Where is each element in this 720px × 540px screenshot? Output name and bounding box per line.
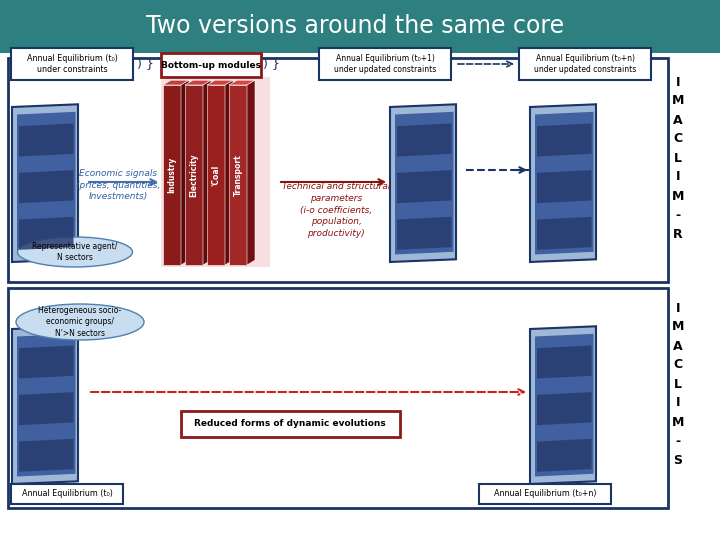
Ellipse shape [16,304,144,340]
FancyBboxPatch shape [11,484,123,504]
Polygon shape [19,170,73,203]
Polygon shape [185,80,211,85]
FancyBboxPatch shape [519,48,651,80]
Text: Annual Equilibrium (t₀+n)
under updated constraints: Annual Equilibrium (t₀+n) under updated … [534,54,636,74]
FancyBboxPatch shape [161,53,261,77]
Text: L: L [674,377,682,390]
Polygon shape [163,80,189,85]
Text: A: A [673,113,683,126]
Text: -: - [675,435,680,448]
Polygon shape [163,85,181,265]
Text: ) }: ) } [137,57,154,71]
Polygon shape [19,217,73,250]
Polygon shape [530,104,596,262]
Text: Heterogeneous socio-
economic groups/
N'>N sectors: Heterogeneous socio- economic groups/ N'… [38,306,122,338]
Polygon shape [207,85,225,265]
Polygon shape [181,80,189,265]
Polygon shape [207,80,233,85]
Text: I: I [676,301,680,314]
Polygon shape [537,217,592,250]
Polygon shape [537,124,592,157]
Polygon shape [535,334,593,476]
Text: Economic signals
(prices, quantities,
Investments): Economic signals (prices, quantities, In… [76,168,160,201]
Text: M: M [672,415,684,429]
Ellipse shape [17,237,132,267]
FancyBboxPatch shape [8,288,668,508]
Text: Annual Equilibrium (t₀): Annual Equilibrium (t₀) [22,489,112,498]
Polygon shape [203,80,211,265]
FancyBboxPatch shape [181,411,400,437]
Text: Reduced forms of dynamic evolutions: Reduced forms of dynamic evolutions [194,420,386,429]
Text: Industry: Industry [168,157,176,193]
Polygon shape [185,85,203,265]
Text: Two versions around the same core: Two versions around the same core [146,14,564,38]
Polygon shape [12,326,78,484]
Polygon shape [247,80,255,265]
Polygon shape [537,170,592,203]
Polygon shape [390,104,456,262]
Text: ) }: ) } [263,57,280,71]
Text: Transport: Transport [233,154,243,196]
Text: Annual Equilibrium (t₀+1)
under updated constraints: Annual Equilibrium (t₀+1) under updated … [334,54,436,74]
Text: S: S [673,454,683,467]
FancyBboxPatch shape [8,58,668,282]
Text: Electricity: Electricity [189,153,199,197]
Polygon shape [17,334,76,476]
Text: I: I [676,396,680,409]
FancyBboxPatch shape [161,77,270,267]
Polygon shape [537,392,592,425]
Text: 'Coal: 'Coal [212,164,220,186]
Text: M: M [672,94,684,107]
Text: L: L [674,152,682,165]
Polygon shape [397,124,451,157]
Polygon shape [19,392,73,425]
Polygon shape [12,104,78,262]
Text: C: C [673,359,683,372]
Polygon shape [535,112,593,254]
Polygon shape [537,439,592,472]
Text: M: M [672,190,684,202]
FancyBboxPatch shape [479,484,611,504]
Polygon shape [395,112,454,254]
Text: M: M [672,321,684,334]
Text: -: - [675,208,680,221]
Polygon shape [19,346,73,379]
Polygon shape [397,217,451,250]
Text: Annual Equilibrium (t₀)
under constraints: Annual Equilibrium (t₀) under constraint… [27,54,117,74]
Polygon shape [19,439,73,472]
Polygon shape [17,112,76,254]
FancyBboxPatch shape [0,0,720,53]
Text: I: I [676,171,680,184]
Polygon shape [397,170,451,203]
Text: A: A [673,340,683,353]
Polygon shape [229,85,247,265]
Polygon shape [537,346,592,379]
Text: Representative agent/
N sectors: Representative agent/ N sectors [32,242,117,262]
Text: I: I [676,76,680,89]
FancyBboxPatch shape [11,48,133,80]
Polygon shape [229,80,255,85]
Text: Bottom-up modules: Bottom-up modules [161,60,261,70]
Text: Annual Equilibrium (t₀+n): Annual Equilibrium (t₀+n) [494,489,596,498]
Text: C: C [673,132,683,145]
Polygon shape [19,124,73,157]
Polygon shape [530,326,596,484]
Text: Technical and structural
parameters
(i-o coefficients,
population,
productivity): Technical and structural parameters (i-o… [282,182,390,238]
FancyBboxPatch shape [319,48,451,80]
Polygon shape [225,80,233,265]
Text: R: R [673,227,683,240]
